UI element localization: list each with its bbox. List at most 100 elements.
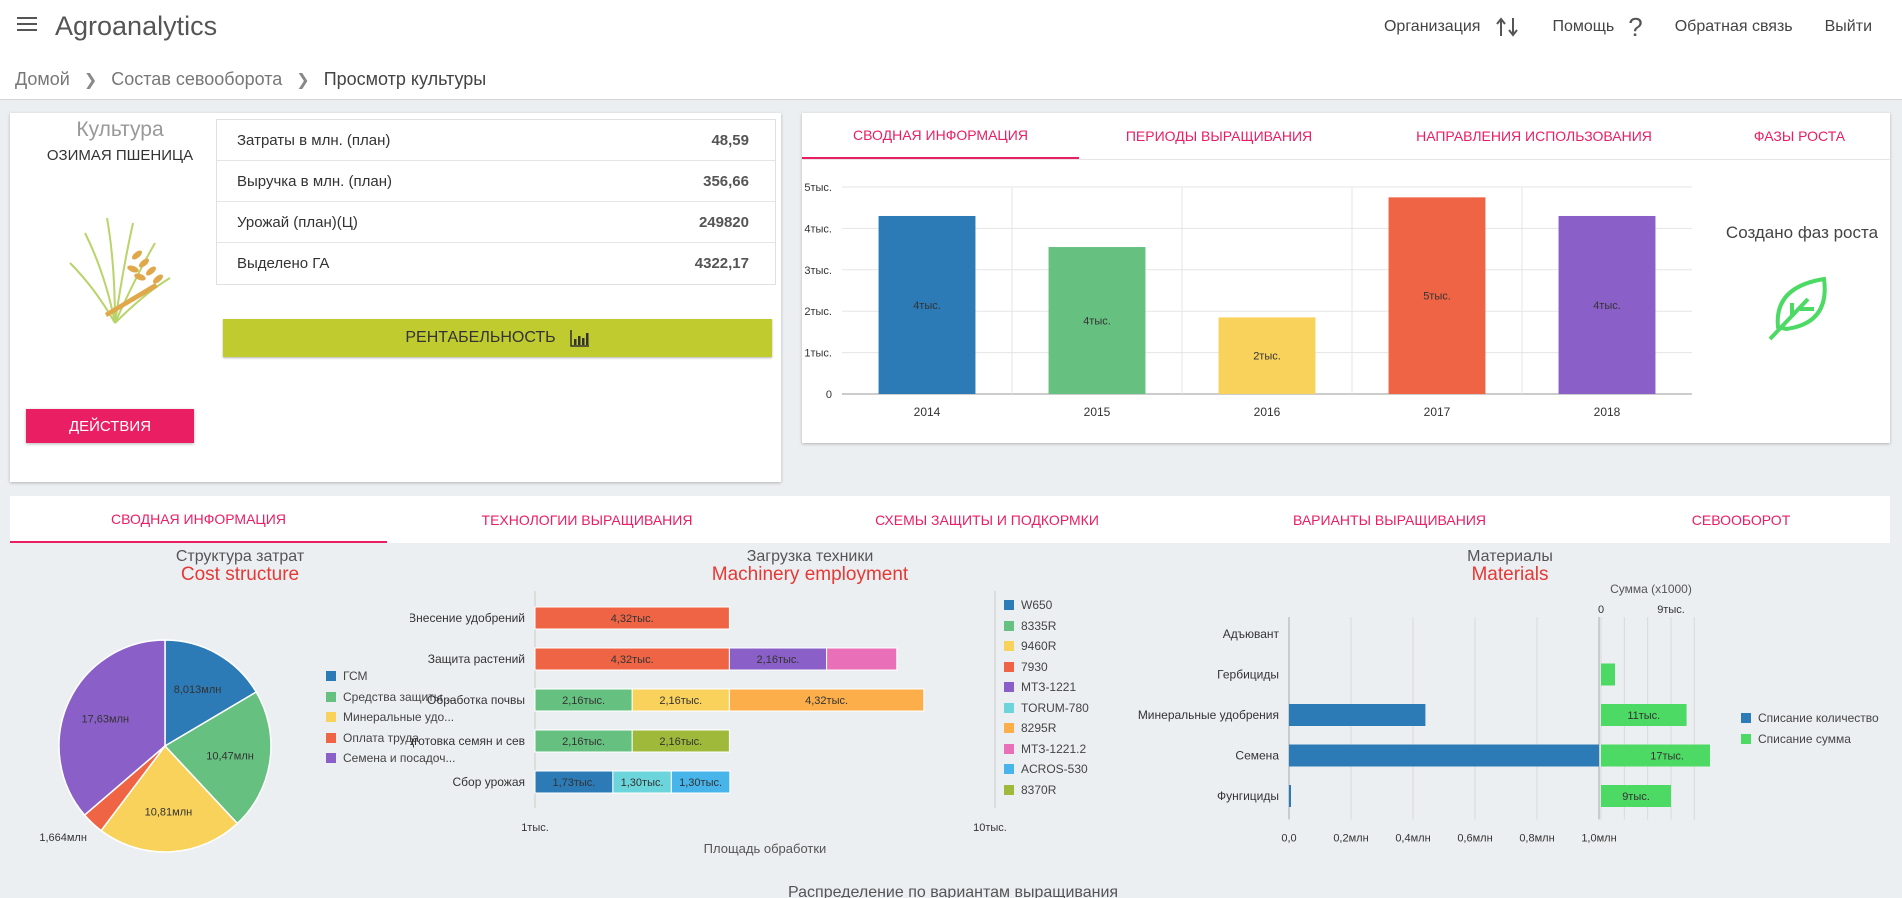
- actions-button[interactable]: ДЕЙСТВИЯ: [26, 409, 194, 443]
- segment-label: 4,32тыс.: [611, 613, 654, 625]
- legend-label: МТЗ-1221: [1021, 680, 1077, 695]
- pie-slice: [163, 690, 272, 825]
- legend-item[interactable]: 9460R: [1004, 636, 1089, 657]
- legend-swatch: [1004, 682, 1014, 693]
- bar-data-label: 5тыс.: [1423, 291, 1451, 303]
- legend-swatch: [326, 753, 336, 764]
- legend-item[interactable]: Оплата труда: [326, 728, 456, 749]
- switch-icon: [1496, 17, 1519, 37]
- legend-item[interactable]: Списание количество: [1741, 708, 1879, 729]
- legend-item[interactable]: Списание сумма: [1741, 729, 1879, 750]
- logout-link[interactable]: Выйти: [1825, 18, 1872, 36]
- bar-data-label: 4тыс.: [913, 300, 941, 312]
- y-tick-label: 4тыс.: [804, 223, 832, 235]
- rentability-button[interactable]: РЕНТАБЕЛЬНОСТЬ: [223, 319, 772, 357]
- segment-label: 1,30тыс.: [679, 777, 722, 789]
- breadcrumb-home[interactable]: Домой: [15, 69, 70, 89]
- cost-title-en: Cost structure: [180, 564, 300, 585]
- legend-item[interactable]: МТЗ-1221.2: [1004, 739, 1089, 760]
- x-tick-label: 2014: [914, 405, 941, 419]
- bar-2017: [1388, 197, 1486, 394]
- breadcrumb-rotation[interactable]: Состав севооборота: [111, 69, 283, 89]
- legend-item[interactable]: Семена и посадоч...: [326, 748, 456, 769]
- machinery-title-ru: Загрузка техники: [746, 548, 874, 565]
- hamburger-menu-icon[interactable]: [17, 17, 37, 33]
- summary-tabs: Сводная информация Периоды выращивания Н…: [802, 113, 1890, 160]
- legend-item[interactable]: 8370R: [1004, 780, 1089, 801]
- summary-card: Сводная информация Периоды выращивания Н…: [802, 113, 1890, 443]
- x-tick-label: 2017: [1424, 405, 1451, 419]
- help-link[interactable]: Помощь ?: [1552, 14, 1642, 40]
- stat-value: 48,59: [711, 131, 749, 149]
- legend-item[interactable]: ACROS-530: [1004, 759, 1089, 780]
- category-label: Адъювант: [1223, 627, 1280, 641]
- cost-structure-legend: ГСМ Средства защиты ... Минеральные удо...…: [326, 666, 456, 769]
- cost-structure-title: Структура затрат Cost structure: [120, 548, 360, 586]
- legend-item[interactable]: МТЗ-1221: [1004, 677, 1089, 698]
- cost-title-ru: Структура затрат: [175, 548, 305, 565]
- breadcrumb: Домой ❯ Состав севооборота ❯ Просмотр ку…: [15, 69, 486, 90]
- legend-label: Минеральные удо...: [343, 710, 455, 725]
- pie-data-label: 1,664млн: [39, 832, 87, 844]
- category-label: Минеральные удобрения: [1138, 708, 1279, 722]
- distribution-title: Распределение по вариантам выращивания: [788, 884, 1119, 898]
- tab-summary[interactable]: Сводная информация: [802, 113, 1079, 159]
- sum-bar-label: 9тыс.: [1622, 791, 1650, 803]
- tab-crop-rotation[interactable]: Севооборот: [1691, 511, 1791, 528]
- stat-label: Выручка в млн. (план): [237, 172, 392, 190]
- legend-item[interactable]: W650: [1004, 595, 1089, 616]
- legend-item[interactable]: ГСМ: [326, 666, 456, 687]
- breadcrumb-current: Просмотр культуры: [323, 69, 487, 89]
- legend-item[interactable]: 8335R: [1004, 616, 1089, 637]
- bar-segment: [826, 647, 898, 671]
- legend-item[interactable]: TORUM-780: [1004, 698, 1089, 719]
- feedback-link[interactable]: Обратная связь: [1675, 18, 1793, 36]
- legend-item[interactable]: Минеральные удо...: [326, 707, 456, 728]
- tab-bottom-summary[interactable]: Сводная информация: [10, 496, 387, 543]
- growth-phases-area: Создано фаз роста: [1722, 223, 1882, 348]
- crop-stats-table: Затраты в млн. (план) 48,59 Выручка в мл…: [216, 119, 776, 285]
- segment-label: 1,73тыс.: [552, 777, 595, 789]
- category-label: Сбор урожая: [453, 775, 526, 789]
- legend-swatch: [326, 732, 336, 743]
- bar-data-label: 2тыс.: [1253, 351, 1281, 363]
- legend-label: 7930: [1021, 659, 1048, 674]
- legend-item[interactable]: Средства защиты ...: [326, 687, 456, 708]
- tab-technologies[interactable]: Технологии выращивания: [481, 511, 693, 528]
- tab-protection-schemes[interactable]: Схемы защиты и подкормки: [875, 511, 1099, 528]
- tab-growing-periods[interactable]: Периоды выращивания: [1125, 128, 1313, 144]
- yearly-bar-chart: 0 1тыс. 2тыс. 3тыс. 4тыс. 5тыс. 4тыс. 2014 4тыс.…: [804, 182, 1692, 419]
- pie-data-label: 17,63млн: [81, 714, 129, 726]
- quantity-bar: [1289, 744, 1599, 767]
- sum-bar: [1601, 785, 1671, 807]
- legend-item[interactable]: 7930: [1004, 657, 1089, 678]
- tab-growing-variants[interactable]: Варианты выращивания: [1292, 511, 1487, 528]
- tab-growth-phases[interactable]: Фазы роста: [1753, 128, 1846, 144]
- x-tick-label: 1тыс.: [521, 822, 549, 834]
- rentability-label: РЕНТАБЕЛЬНОСТЬ: [405, 329, 556, 346]
- segment-label: 1,30тыс.: [621, 777, 664, 789]
- legend-item[interactable]: 8295R: [1004, 718, 1089, 739]
- legend-swatch: [1004, 784, 1014, 795]
- materials-bar-chart: Сумма (x1000)09тыс.18тыс.0,00,2млн0,4млн…: [1138, 582, 1710, 845]
- pie-data-label: 10,47млн: [206, 750, 254, 762]
- legend-label: W650: [1021, 598, 1053, 613]
- app-title: Agroanalytics: [55, 11, 218, 41]
- category-label: Обработка почвы: [427, 693, 525, 707]
- segment-label: 4,32тыс.: [805, 695, 848, 707]
- crop-card: Культура ОЗИМАЯ ПШЕНИЦА Затраты в млн. (…: [10, 113, 781, 482]
- bottom-tabs: Сводная информация Технологии выращивани…: [10, 496, 1890, 543]
- bar-2016: [1218, 317, 1316, 394]
- x-tick-label: 2016: [1254, 405, 1281, 419]
- segment-label: 2,16тыс.: [659, 695, 702, 707]
- tab-usage-directions[interactable]: Направления использования: [1416, 128, 1652, 144]
- organization-link[interactable]: Организация: [1384, 15, 1521, 39]
- sum-bar-label: 17тыс.: [1650, 751, 1684, 763]
- stat-label: Затраты в млн. (план): [237, 131, 391, 149]
- cost-structure-pie-chart: 8,013млн 10,47млн 10,81млн 1,664млн 17,63млн: [39, 639, 272, 853]
- sum-bar: [1601, 704, 1687, 726]
- sum-bar: [1601, 744, 1710, 767]
- legend-label: Семена и посадоч...: [343, 751, 456, 766]
- legend-swatch: [326, 712, 336, 723]
- stat-row: Выручка в млн. (план) 356,66: [217, 161, 775, 202]
